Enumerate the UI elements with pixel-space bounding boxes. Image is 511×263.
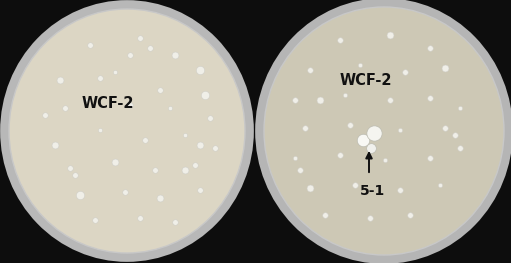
Text: 5-1: 5-1 xyxy=(360,184,385,198)
Text: WCF-2: WCF-2 xyxy=(82,96,134,111)
Ellipse shape xyxy=(264,7,504,255)
Text: WCF-2: WCF-2 xyxy=(340,73,392,88)
Ellipse shape xyxy=(258,1,510,261)
Ellipse shape xyxy=(9,9,245,253)
Ellipse shape xyxy=(3,3,251,259)
